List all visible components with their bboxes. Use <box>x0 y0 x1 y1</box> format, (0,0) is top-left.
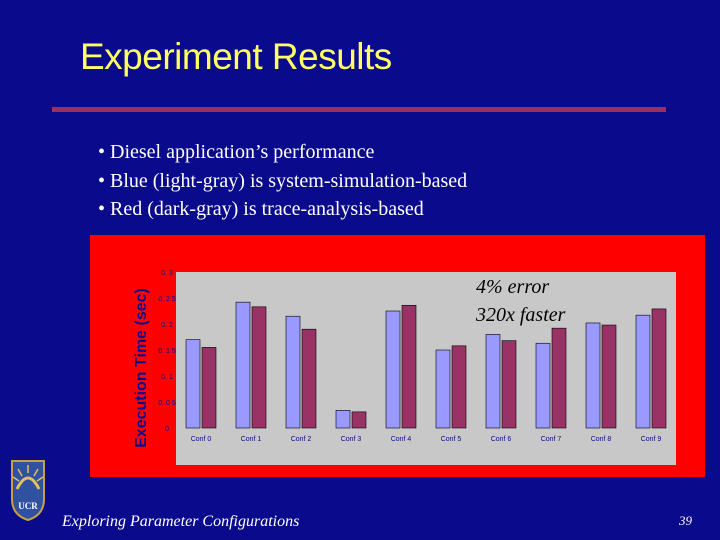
bullet-item: • Blue (light-gray) is system-simulation… <box>98 169 468 192</box>
y-tick-label: 0. 1 <box>161 374 173 381</box>
bar-simulation <box>635 314 651 429</box>
bar-simulation <box>335 410 351 429</box>
annotation-error: 4% error <box>476 276 549 298</box>
x-tick-label: Conf 6 <box>491 436 512 443</box>
x-tick-label: Conf 1 <box>241 436 262 443</box>
bar-simulation <box>435 349 451 429</box>
chart-panel: Execution Time (sec) 4% error 320x faste… <box>90 235 705 477</box>
slide-title: Experiment Results <box>80 36 392 77</box>
bar-trace <box>651 308 667 429</box>
x-tick-label: Conf 2 <box>291 436 312 443</box>
footer-title: Exploring Parameter Configurations <box>62 513 300 530</box>
bar-trace <box>601 324 617 429</box>
bar-trace <box>451 345 467 429</box>
y-tick-label: 0 <box>165 426 169 433</box>
bullet-item: • Red (dark-gray) is trace-analysis-base… <box>98 198 424 220</box>
y-tick-label: 0. 0 5 <box>158 400 176 407</box>
y-tick-label: 0. 3 <box>161 270 173 277</box>
bullet-list: • Diesel application’s performance • Blu… <box>98 138 467 224</box>
annotation-speedup: 320x faster <box>475 304 566 326</box>
y-tick-label: 0. 2 5 <box>158 296 176 303</box>
bar-simulation <box>185 339 201 429</box>
x-tick-label: Conf 9 <box>641 436 662 443</box>
bar-trace <box>401 304 417 429</box>
bar-simulation <box>535 342 551 429</box>
x-tick-label: Conf 8 <box>591 436 612 443</box>
ucr-logo: UCR <box>11 460 45 521</box>
x-tick-label: Conf 0 <box>191 436 212 443</box>
bar-simulation <box>385 310 401 429</box>
bar-trace <box>201 347 217 429</box>
bar-simulation <box>235 301 251 429</box>
bar-simulation <box>485 334 501 429</box>
bullet-item: • Diesel application’s performance <box>98 141 375 163</box>
x-tick-label: Conf 4 <box>391 436 412 443</box>
y-axis-label: Execution Time (sec) <box>133 288 150 448</box>
y-tick-label: 0. 1 5 <box>158 348 176 355</box>
svg-text:UCR: UCR <box>18 501 38 511</box>
y-tick-label: 0. 2 <box>161 322 173 329</box>
bar-trace <box>551 327 567 429</box>
bar-chart: Execution Time (sec) 4% error 320x faste… <box>133 270 676 465</box>
bar-simulation <box>585 322 601 429</box>
bar-trace <box>501 340 517 429</box>
x-tick-label: Conf 3 <box>341 436 362 443</box>
x-tick-label: Conf 7 <box>541 436 562 443</box>
x-tick-label: Conf 5 <box>441 436 462 443</box>
bar-simulation <box>285 315 301 429</box>
page-number: 39 <box>679 513 692 528</box>
title-divider <box>52 107 666 112</box>
bar-trace <box>251 306 267 429</box>
bar-trace <box>301 328 317 429</box>
bar-trace <box>351 411 367 429</box>
